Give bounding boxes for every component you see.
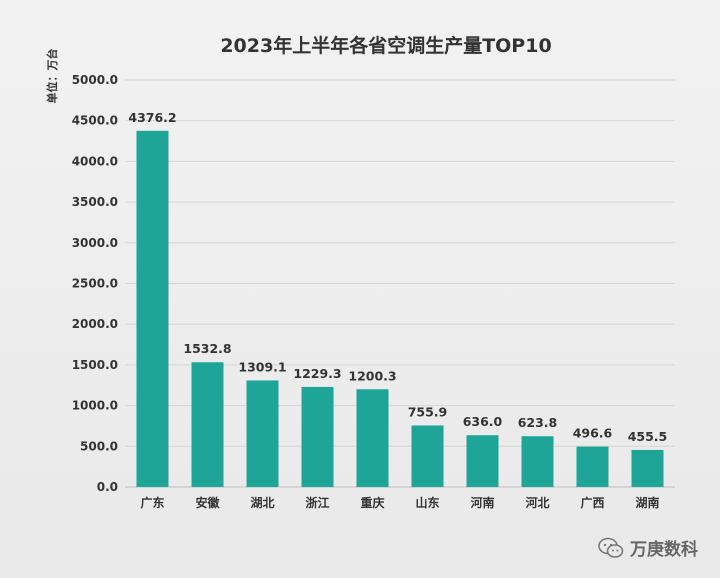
- x-tick-label: 湖南: [635, 495, 659, 510]
- bar: [411, 425, 444, 487]
- data-label: 1309.1: [238, 359, 286, 374]
- y-tick-label: 3000.0: [72, 236, 118, 250]
- bar: [356, 389, 389, 487]
- value-labels: 4376.2 1532.8 1309.1 1229.3 1200.3 755.9 636.0…: [128, 110, 667, 444]
- y-tick-label: 4000.0: [72, 154, 118, 168]
- y-tick-label: 500.0: [80, 439, 118, 453]
- y-axis-unit-label: 单位：万台: [45, 49, 59, 104]
- y-tick-label: 2000.0: [72, 317, 118, 331]
- x-axis-categories: 广东 安徽 湖北 浙江 重庆 山东 河南 河北 广西 湖南: [140, 495, 659, 510]
- x-tick-label: 河南: [469, 495, 494, 510]
- data-label: 4376.2: [128, 110, 176, 125]
- data-label: 755.9: [408, 404, 448, 419]
- data-label: 623.8: [518, 415, 558, 430]
- y-tick-label: 0.0: [97, 480, 118, 494]
- x-tick-label: 重庆: [360, 495, 384, 510]
- data-label: 455.5: [628, 429, 668, 444]
- y-tick-label: 3500.0: [72, 195, 118, 209]
- bar: [301, 386, 334, 487]
- bar: [631, 449, 664, 487]
- watermark: 万庚数科: [598, 535, 698, 560]
- y-tick-label: 2500.0: [72, 277, 118, 291]
- bar: [246, 380, 279, 487]
- y-tick-label: 1500.0: [72, 358, 118, 372]
- x-tick-label: 湖北: [250, 495, 274, 510]
- x-tick-label: 浙江: [305, 495, 329, 510]
- data-label: 636.0: [463, 414, 503, 429]
- y-tick-label: 4500.0: [72, 114, 118, 128]
- data-label: 1229.3: [293, 366, 341, 381]
- y-tick-label: 5000.0: [72, 73, 118, 87]
- bar: [576, 446, 609, 487]
- bar: [191, 362, 224, 487]
- x-tick-label: 山东: [415, 495, 439, 510]
- x-tick-label: 安徽: [195, 495, 220, 510]
- data-label: 1200.3: [348, 368, 396, 383]
- y-axis-ticks: 0.0 500.0 1000.0 1500.0 2000.0 2500.0 3000.0 35…: [72, 73, 118, 494]
- bar: [466, 435, 499, 487]
- x-tick-label: 河北: [524, 495, 549, 510]
- x-tick-label: 广东: [140, 495, 164, 510]
- wechat-icon: [598, 537, 624, 558]
- chart-title: 2023年上半年各省空调生产量TOP10: [220, 34, 551, 57]
- watermark-text: 万庚数科: [630, 540, 698, 560]
- data-label: 1532.8: [183, 341, 231, 356]
- y-tick-label: 1000.0: [72, 399, 118, 413]
- x-tick-label: 广西: [580, 495, 604, 510]
- data-label: 496.6: [573, 426, 613, 441]
- bars: [136, 130, 664, 487]
- bar: [136, 130, 169, 487]
- bar: [521, 436, 554, 487]
